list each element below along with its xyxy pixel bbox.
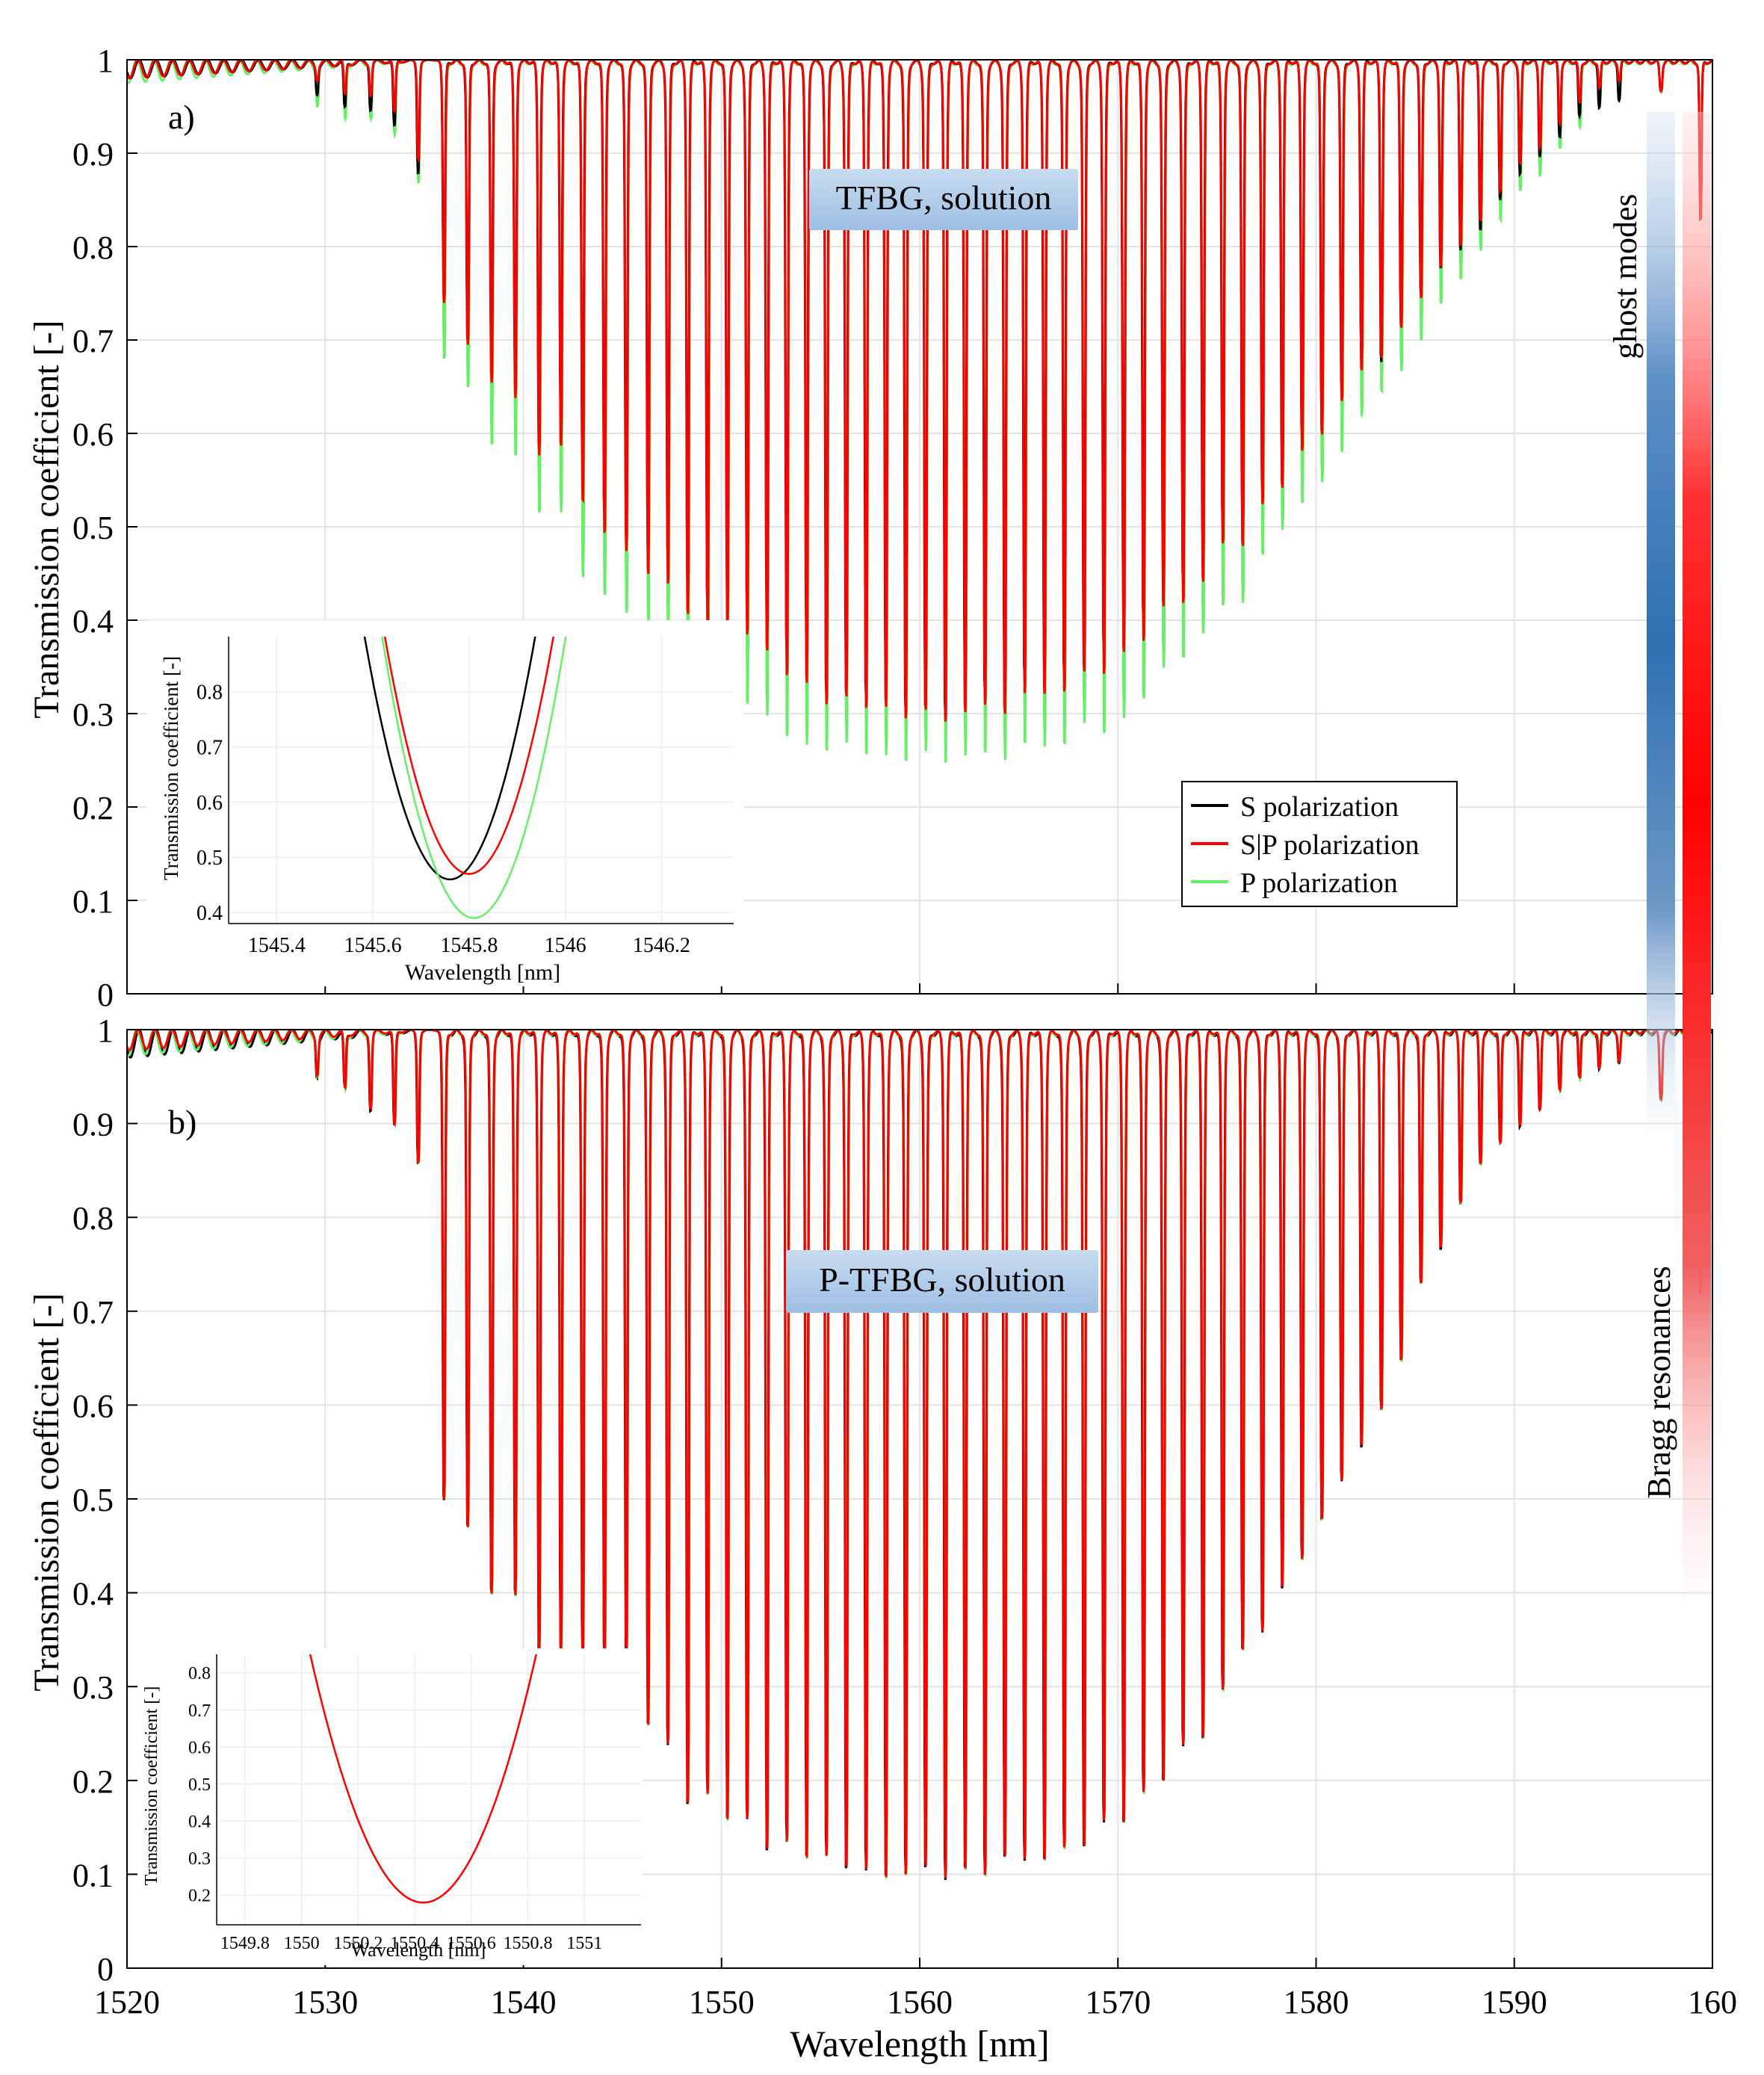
y-tick-label: 0.1 (72, 1857, 114, 1893)
panel-a-title: TFBG, solution (836, 179, 1052, 217)
panel-a-series (127, 60, 1712, 763)
panel-a-ylabel: Transmission coefficient [-] (27, 320, 66, 718)
panel-a-label: a) (168, 98, 195, 136)
y-tick-label: 0.3 (72, 1669, 114, 1706)
inset-dip-curve (383, 637, 554, 875)
y-tick-label: 0 (97, 1951, 114, 1988)
x-tick-label: 1590 (1482, 1984, 1547, 2020)
inset-b-ticks: 1549.8 1550 1550.2 1550.4 1550.6 1550.8 1551 0.… (188, 1654, 641, 1953)
x-tick-label: 1560 (887, 1984, 953, 2020)
inset-y-tick-label: 0.8 (188, 1664, 211, 1683)
x-tick-label: 1550 (689, 1984, 755, 2020)
inset-x-tick-label: 1550.8 (504, 1934, 553, 1953)
y-tick-label: 0.5 (72, 510, 114, 546)
legend-label-s: S polarization (1240, 791, 1399, 823)
x-tick-label: 1530 (292, 1984, 358, 2020)
y-tick-label: 0.6 (72, 416, 114, 453)
series-sp-polarization (127, 1030, 1712, 1878)
inset-y-tick-label: 0.2 (188, 1887, 211, 1906)
panel-b-label: b) (168, 1103, 196, 1141)
inset-y-tick-label: 0.5 (196, 847, 223, 870)
y-tick-label: 0.2 (72, 1763, 114, 1800)
bragg-resonances-bar (1683, 112, 1711, 1651)
inset-y-tick-label: 0.5 (188, 1775, 211, 1795)
y-tick-label: 0.6 (72, 1388, 114, 1424)
inset-x-tick-label: 1545.6 (344, 934, 402, 957)
panel-b: 0 0.1 0.2 0.3 0.4 0.5 0.6 0.7 0.8 0.9 1 1520 1530 154… (72, 1012, 1737, 2020)
y-tick-label: 0 (97, 977, 114, 1013)
inset-x-tick-label: 1545.4 (248, 934, 306, 957)
panel-a: 0 0.1 0.2 0.3 0.4 0.5 0.6 0.7 0.8 0.9 1 a) TFBG, s… (72, 43, 1713, 1013)
inset-x-tick-label: 1551 (566, 1934, 602, 1953)
y-tick-label: 0.3 (72, 696, 114, 733)
y-tick-label: 0.8 (72, 229, 114, 266)
inset-b-grid (217, 1654, 641, 1925)
inset-y-tick-label: 0.6 (196, 791, 223, 814)
panel-a-inset: 1545.4 1545.6 1545.8 1546 1546.2 0.4 0.5 0.6 0.7… (146, 620, 744, 986)
y-tick-label: 0.4 (72, 1576, 114, 1612)
inset-x-tick-label: 1550.2 (333, 1934, 383, 1953)
inset-x-tick-label: 1546.2 (633, 934, 690, 957)
inset-y-tick-label: 0.4 (188, 1813, 211, 1832)
x-tick-label: 1570 (1085, 1984, 1151, 2020)
y-tick-label: 0.4 (72, 603, 114, 640)
y-tick-label: 1 (97, 43, 114, 79)
inset-y-tick-label: 0.3 (188, 1849, 211, 1869)
panel-b-ylabel: Transmission coefficient [-] (27, 1293, 66, 1691)
inset-y-tick-label: 0.4 (196, 902, 223, 925)
series-sp-polarization (127, 60, 1712, 722)
y-tick-label: 1 (97, 1012, 114, 1049)
panel-a-ticks: 0 0.1 0.2 0.3 0.4 0.5 0.6 0.7 0.8 0.9 1 (72, 43, 1713, 1013)
inset-a-ylabel: Transmission coefficient [-] (160, 656, 182, 880)
x-axis-label: Wavelength [nm] (790, 2023, 1049, 2065)
inset-y-tick-label: 0.6 (188, 1738, 211, 1757)
inset-y-tick-label: 0.7 (196, 736, 223, 759)
panel-b-ticks: 0 0.1 0.2 0.3 0.4 0.5 0.6 0.7 0.8 0.9 1 1520 1530 154… (72, 1012, 1737, 2020)
inset-x-tick-label: 1550.6 (447, 1934, 496, 1953)
inset-x-tick-label: 1545.8 (440, 934, 498, 957)
bragg-resonances-label: Bragg resonances (1641, 1266, 1677, 1499)
ghost-modes-label: ghost modes (1607, 194, 1644, 359)
inset-x-tick-label: 1546 (545, 934, 587, 957)
inset-dip-curve (309, 1654, 537, 1904)
y-tick-label: 0.9 (72, 1107, 114, 1143)
y-tick-label: 0.9 (72, 136, 114, 173)
inset-a-grid (229, 637, 734, 924)
inset-b-ylabel: Transmission coefficient [-] (142, 1686, 161, 1886)
inset-a-xlabel: Wavelength [nm] (405, 960, 560, 985)
inset-x-tick-label: 1550 (284, 1934, 320, 1953)
x-tick-label: 160 (1688, 1984, 1737, 2020)
inset-b-series (309, 1654, 537, 1904)
panel-b-series (127, 1030, 1712, 1880)
panel-b-inset: 1549.8 1550 1550.2 1550.4 1550.6 1550.8 1551 0.… (137, 1648, 643, 1965)
panel-a-title-box: TFBG, solution (809, 169, 1078, 230)
y-tick-label: 0.5 (72, 1482, 114, 1518)
y-tick-label: 0.1 (72, 883, 114, 920)
inset-y-tick-label: 0.7 (188, 1701, 211, 1721)
legend-label-sp: S|P polarization (1240, 829, 1419, 861)
inset-dip-curve (363, 637, 536, 881)
inset-a-ticks: 1545.4 1545.6 1545.8 1546 1546.2 0.4 0.5 0.6 0.7… (196, 637, 734, 957)
panel-b-title-box: P-TFBG, solution (786, 1250, 1098, 1313)
inset-a-series (363, 637, 567, 919)
x-tick-label: 1520 (94, 1984, 160, 2020)
inset-y-tick-label: 0.8 (196, 681, 223, 705)
x-tick-label: 1540 (491, 1984, 557, 2020)
ghost-modes-bar (1647, 112, 1675, 1173)
inset-x-tick-label: 1550.4 (390, 1934, 439, 1953)
legend-label-p: P polarization (1240, 868, 1398, 899)
inset-b-xlabel: Wavelength [nm] (351, 1939, 486, 1961)
inset-x-tick-label: 1549.8 (220, 1934, 270, 1953)
x-tick-label: 1580 (1284, 1984, 1349, 2020)
legend: S polarization S|P polarization P polari… (1181, 781, 1458, 907)
y-tick-label: 0.8 (72, 1200, 114, 1237)
panel-b-title: P-TFBG, solution (819, 1261, 1065, 1299)
y-tick-label: 0.2 (72, 790, 114, 826)
inset-dip-curve (381, 637, 567, 919)
y-tick-label: 0.7 (72, 323, 114, 359)
y-tick-label: 0.7 (72, 1294, 114, 1331)
